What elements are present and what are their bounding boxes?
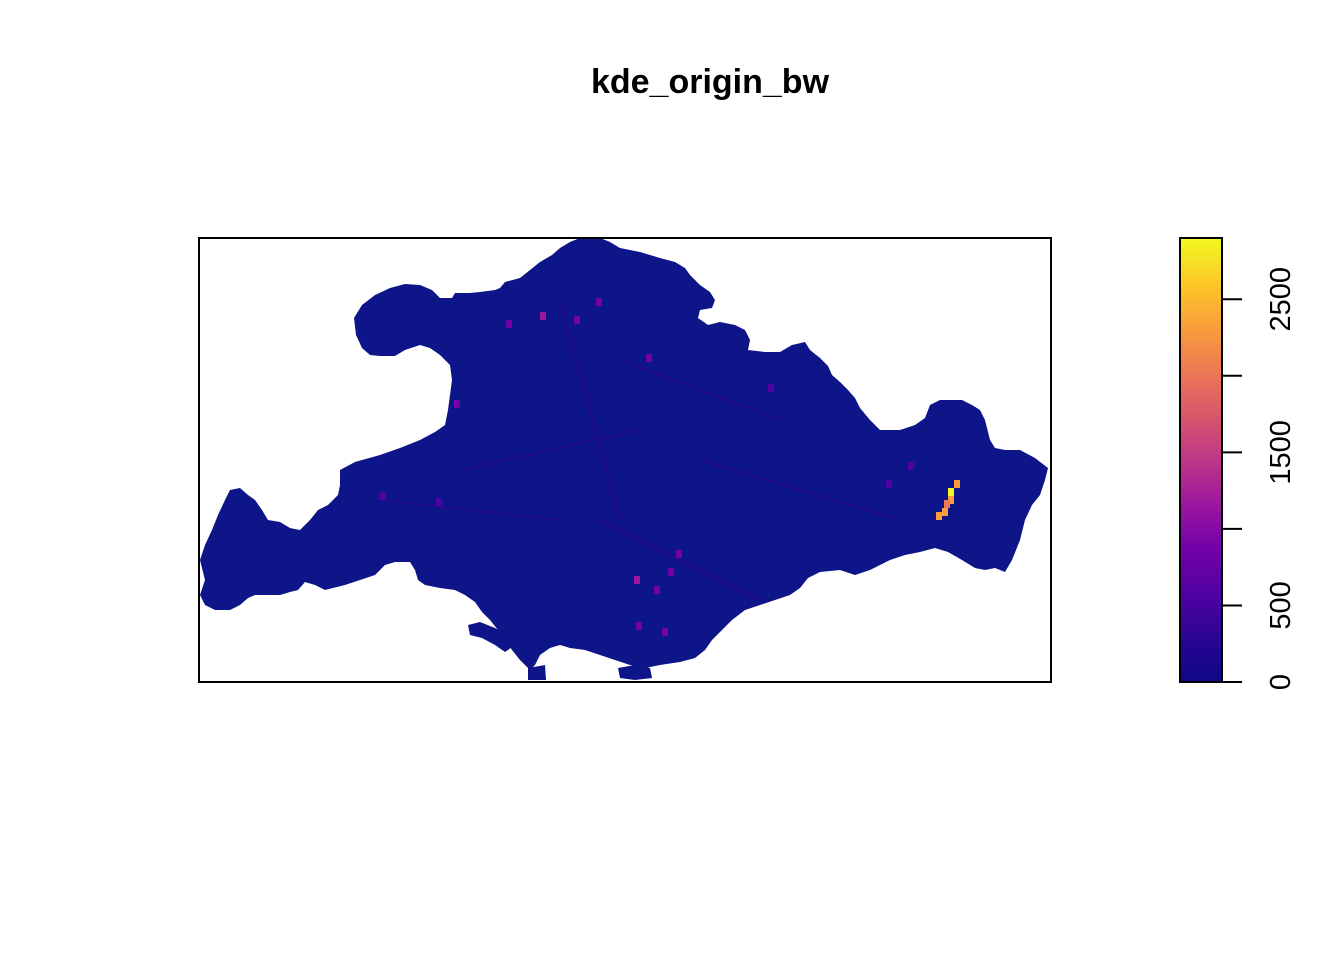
hotspot-cell <box>636 622 642 630</box>
hotspot-cell <box>886 480 892 488</box>
chart-title: kde_origin_bw <box>591 63 830 101</box>
colorbar-ticks: 0 500 1500 2500 <box>1222 267 1297 690</box>
hotspot-cell <box>634 576 640 584</box>
hotspot-cell <box>654 586 660 594</box>
hotspot-cell <box>540 312 546 320</box>
colorbar-gradient <box>1180 238 1222 682</box>
colorbar-tick-label: 500 <box>1265 581 1297 629</box>
hotspot-cell <box>908 462 914 470</box>
hotspot-cell <box>662 628 668 636</box>
colorbar-tick-label: 1500 <box>1265 420 1297 485</box>
hotspot-cell <box>944 500 950 508</box>
hotspot-cell <box>676 550 682 558</box>
hotspot-cell <box>454 400 460 408</box>
hotspot-cell <box>954 480 960 488</box>
colorbar-tick-label: 0 <box>1265 674 1297 690</box>
hotspot-cell <box>596 298 602 306</box>
hotspot-cell <box>574 316 580 324</box>
hotspot-cell <box>768 384 774 392</box>
colorbar: 0 500 1500 2500 <box>1180 238 1297 690</box>
island-landmass <box>200 238 1048 670</box>
hotspot-cell <box>668 568 674 576</box>
hotspot-cell <box>506 320 512 328</box>
hotspot-cell <box>646 354 652 362</box>
colorbar-tick-label: 2500 <box>1265 267 1297 332</box>
hotspot-cell <box>942 508 948 516</box>
hotspot-cell <box>948 488 954 496</box>
density-map <box>200 238 1048 680</box>
hotspot-cell <box>380 492 386 500</box>
hotspot-cell <box>436 498 442 506</box>
hotspot-cell <box>936 512 942 520</box>
